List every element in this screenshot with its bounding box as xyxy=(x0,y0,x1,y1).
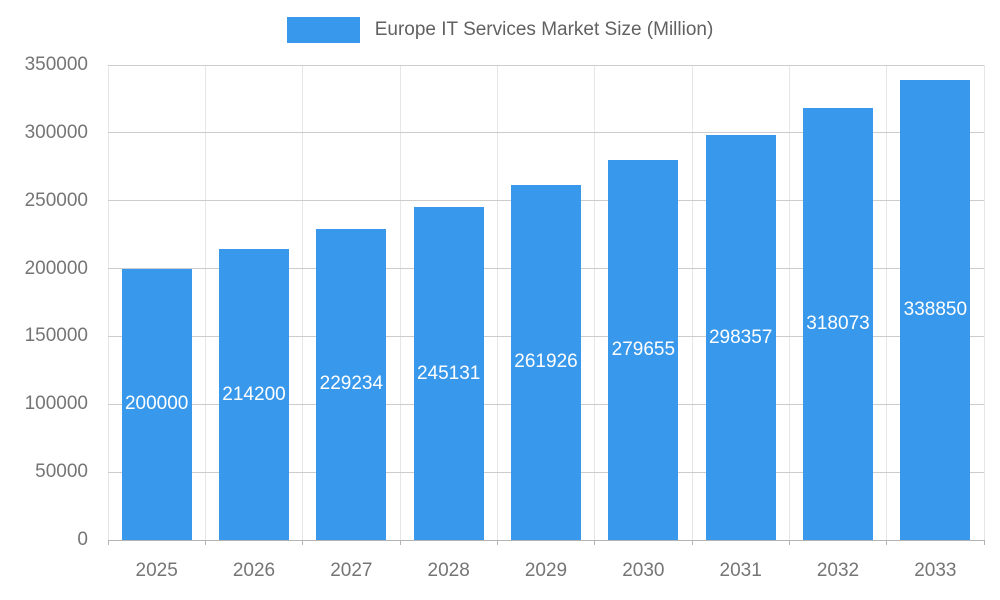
y-axis: 0 50000 100000 150000 200000 250000 300000 3500… xyxy=(0,54,98,550)
legend: Europe IT Services Market Size (Million) xyxy=(0,17,1000,43)
x-axis-tick xyxy=(788,540,790,545)
y-tick-label: 300000 xyxy=(24,121,88,143)
vertical-gridline xyxy=(302,65,304,540)
y-tick-label: 350000 xyxy=(24,54,88,75)
x-axis-tick xyxy=(691,540,693,545)
y-tick-label: 100000 xyxy=(24,393,88,415)
y-tick-label: 250000 xyxy=(24,189,88,211)
y-tick-label: 50000 xyxy=(35,461,88,483)
x-tick-label: 2028 xyxy=(427,560,470,581)
bar-value-label: 261926 xyxy=(514,351,578,373)
x-axis-tick xyxy=(886,540,888,545)
legend-label: Europe IT Services Market Size (Million) xyxy=(374,19,714,40)
vertical-gridline xyxy=(204,65,206,540)
bar-value-label: 298357 xyxy=(708,326,773,348)
bar-value-label: 318073 xyxy=(806,313,870,335)
x-axis-tick xyxy=(496,540,498,545)
x-tick-label: 2025 xyxy=(135,560,178,581)
vertical-gridline xyxy=(691,65,693,540)
bar-2028[interactable]: 245131 xyxy=(413,207,484,540)
x-axis-tick xyxy=(594,540,596,545)
vertical-gridline xyxy=(496,65,498,540)
bar-value-label: 229234 xyxy=(319,373,384,395)
plot-area: 200000 214200 229234 245131 261926 279655 2983… xyxy=(107,64,985,541)
x-axis: 2025 2026 2027 2028 2029 2030 2031 2032 2033 xyxy=(107,540,985,600)
vertical-gridline xyxy=(983,65,985,540)
bar-2027[interactable]: 229234 xyxy=(316,228,387,540)
x-tick-label: 2032 xyxy=(816,560,860,581)
bar-2033[interactable]: 338850 xyxy=(900,80,971,540)
bar-2026[interactable]: 214200 xyxy=(219,249,289,540)
x-axis-tick xyxy=(107,540,109,545)
vertical-gridline xyxy=(399,65,401,540)
bar-value-label: 245131 xyxy=(416,362,481,384)
gridline xyxy=(108,64,984,66)
x-tick-label: 2029 xyxy=(524,560,568,581)
x-tick-label: 2026 xyxy=(232,560,276,581)
vertical-gridline xyxy=(594,65,596,540)
x-tick-label: 2030 xyxy=(622,560,665,581)
x-axis-tick xyxy=(399,540,401,545)
bar-2029[interactable]: 261926 xyxy=(511,184,581,540)
bar-2030[interactable]: 279655 xyxy=(608,160,679,540)
vertical-gridline xyxy=(107,65,109,540)
bar-value-label: 279655 xyxy=(611,339,676,361)
bar-value-label: 200000 xyxy=(124,393,189,415)
bar-2032[interactable]: 318073 xyxy=(803,108,873,540)
vertical-gridline xyxy=(788,65,790,540)
gridline xyxy=(108,539,984,541)
gridline xyxy=(108,132,984,134)
bar-value-label: 338850 xyxy=(903,299,968,321)
x-tick-label: 2033 xyxy=(914,560,957,581)
x-axis-tick xyxy=(302,540,304,545)
y-tick-label: 0 xyxy=(77,529,88,550)
x-axis-tick xyxy=(983,540,985,545)
x-axis-tick xyxy=(204,540,206,545)
bar-2025[interactable]: 200000 xyxy=(121,268,192,540)
vertical-gridline xyxy=(886,65,888,540)
x-tick-label: 2031 xyxy=(719,560,762,581)
bar-2031[interactable]: 298357 xyxy=(705,135,776,540)
legend-swatch xyxy=(286,17,360,43)
bar-value-label: 214200 xyxy=(222,383,286,405)
x-tick-label: 2027 xyxy=(330,560,373,581)
y-tick-label: 150000 xyxy=(24,325,88,347)
y-tick-label: 200000 xyxy=(24,257,88,279)
